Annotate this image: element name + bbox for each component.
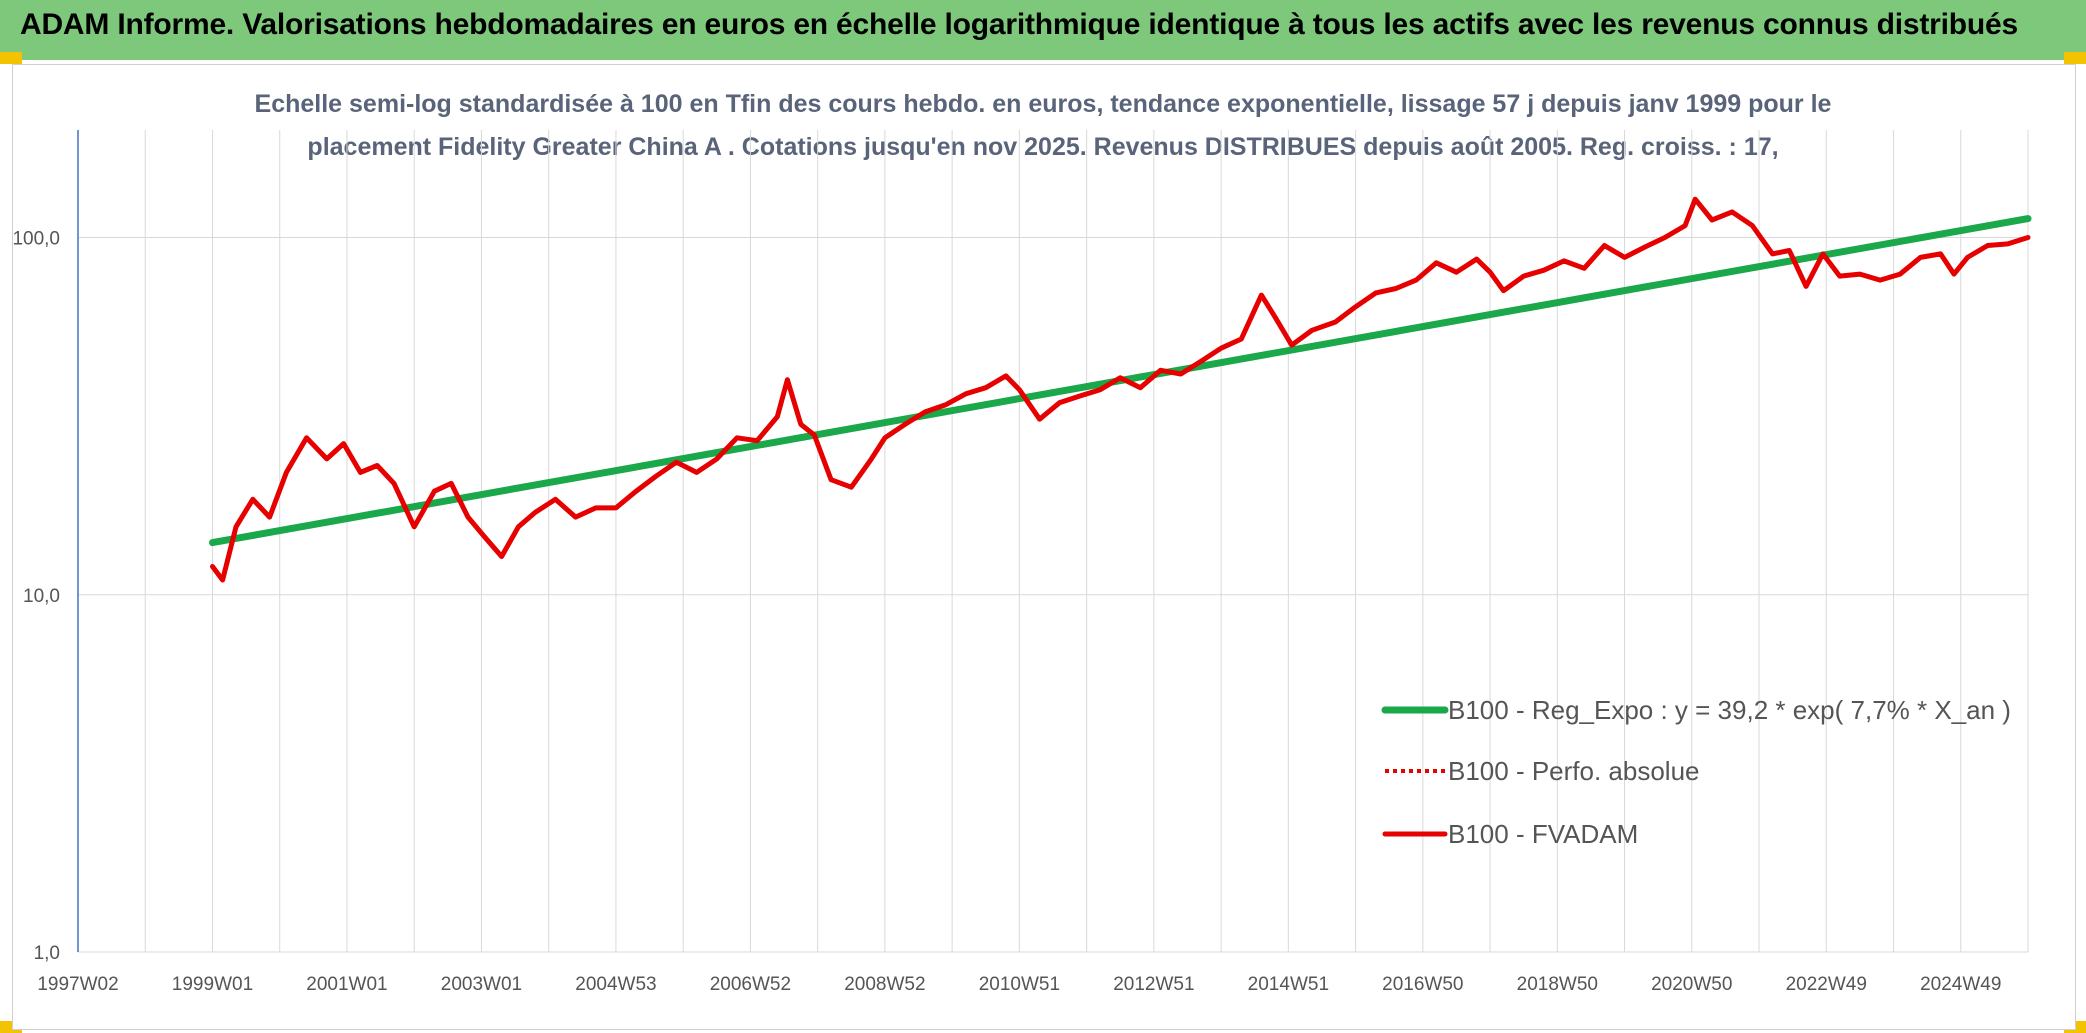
legend-label: B100 - FVADAM (1448, 819, 1638, 849)
x-tick-label: 2020W50 (1651, 974, 1732, 995)
x-tick-label: 2024W49 (1920, 974, 2001, 995)
x-tick-label: 2008W52 (844, 974, 925, 995)
corner-marker-top-left (0, 52, 22, 64)
corner-marker-top-right (2064, 52, 2086, 64)
chart-title-line-2: placement Fidelity Greater China A . Cot… (307, 133, 1779, 161)
x-tick-label: 1999W01 (172, 974, 253, 995)
legend-label: B100 - Perfo. absolue (1448, 756, 1700, 786)
x-tick-label: 2016W50 (1382, 974, 1463, 995)
x-tick-label: 2006W52 (710, 974, 791, 995)
y-tick-label: 100,0 (12, 229, 60, 250)
series-line-fvadam (210, 196, 2031, 583)
legend-label: B100 - Reg_Expo : y = 39,2 * exp( 7,7% *… (1448, 695, 2011, 725)
x-tick-label: 2001W01 (306, 974, 387, 995)
x-tick-label: 2012W51 (1113, 974, 1194, 995)
chart-title-line-1: Echelle semi-log standardisée à 100 en T… (254, 90, 1832, 118)
x-tick-label: 2003W01 (441, 974, 522, 995)
x-tick-label: 1997W02 (37, 974, 118, 995)
chart-area (12, 64, 2076, 1030)
x-tick-label: 2010W51 (979, 974, 1060, 995)
x-tick-label: 2014W51 (1248, 974, 1329, 995)
header-banner: ADAM Informe. Valorisations hebdomadaire… (0, 0, 2086, 60)
y-tick-label: 1,0 (34, 943, 60, 964)
x-tick-label: 2022W49 (1786, 974, 1867, 995)
x-tick-label: 2018W50 (1517, 974, 1598, 995)
x-tick-label: 2004W53 (575, 974, 656, 995)
report-title: ADAM Informe. Valorisations hebdomadaire… (20, 8, 2018, 41)
y-tick-label: 10,0 (23, 586, 60, 607)
